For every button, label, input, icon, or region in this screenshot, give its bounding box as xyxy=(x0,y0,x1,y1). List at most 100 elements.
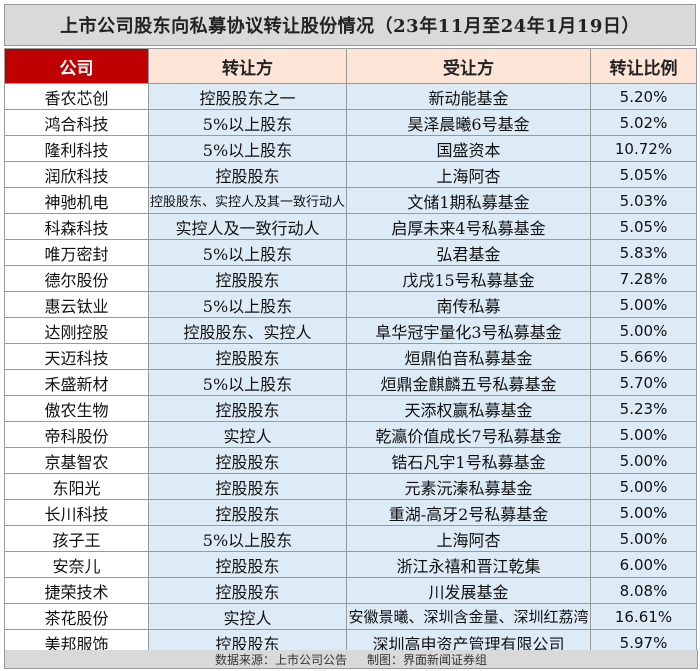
cell-transferor: 控股股东 xyxy=(148,343,347,370)
cell-transferor: 实控人 xyxy=(148,421,347,448)
table-row: 达刚控股 控股股东、实控人 阜华冠宇量化3号私募基金 5.00% xyxy=(4,317,697,344)
cell-ratio: 5.00% xyxy=(590,525,697,552)
table-row: 德尔股份 控股股东 戊戌15号私募基金 7.28% xyxy=(4,265,697,292)
cell-transferor: 控股股东 xyxy=(148,473,347,500)
cell-ratio: 7.28% xyxy=(590,265,697,292)
header-ratio: 转让比例 xyxy=(590,48,697,84)
cell-transferor: 控股股东、实控人 xyxy=(148,317,347,344)
cell-company: 科森科技 xyxy=(4,213,149,240)
cell-ratio: 5.03% xyxy=(590,187,697,214)
cell-ratio: 16.61% xyxy=(590,603,697,630)
cell-transferee: 元素沅溱私募基金 xyxy=(346,473,591,500)
transfer-table: 公司 转让方 受让方 转让比例 香农芯创 控股股东之一 新动能基金 5.20% 鸿合科技… xyxy=(4,48,697,656)
header-company: 公司 xyxy=(4,48,149,84)
cell-transferee: 重湖-高牙2号私募基金 xyxy=(346,499,591,526)
cell-transferee: 南传私募 xyxy=(346,291,591,318)
cell-company: 孩子王 xyxy=(4,525,149,552)
table-row: 东阳光 控股股东 元素沅溱私募基金 5.00% xyxy=(4,473,697,500)
footer: 数据来源：上市公司公告 制图：界面新闻证券组 xyxy=(4,650,698,669)
cell-transferee: 戊戌15号私募基金 xyxy=(346,265,591,292)
table-row: 天迈科技 控股股东 烜鼎伯音私募基金 5.66% xyxy=(4,343,697,370)
cell-company: 安奈儿 xyxy=(4,551,149,578)
cell-ratio: 8.08% xyxy=(590,577,697,604)
cell-transferee: 乾瀛价值成长7号私募基金 xyxy=(346,421,591,448)
cell-transferor: 实控人及一致行动人 xyxy=(148,213,347,240)
cell-company: 茶花股份 xyxy=(4,603,149,630)
cell-transferee: 烜鼎伯音私募基金 xyxy=(346,343,591,370)
cell-company: 京基智农 xyxy=(4,447,149,474)
cell-ratio: 5.00% xyxy=(590,447,697,474)
cell-company: 惠云钛业 xyxy=(4,291,149,318)
cell-ratio: 5.00% xyxy=(590,317,697,344)
cell-ratio: 5.83% xyxy=(590,239,697,266)
cell-transferor: 控股股东 xyxy=(148,551,347,578)
cell-company: 帝科股份 xyxy=(4,421,149,448)
cell-company: 鸿合科技 xyxy=(4,109,149,136)
table-row: 神驰机电 控股股东、实控人及其一致行动人 文储1期私募基金 5.03% xyxy=(4,187,697,214)
cell-company: 傲农生物 xyxy=(4,395,149,422)
cell-transferor: 控股股东 xyxy=(148,577,347,604)
table-row: 禾盛新材 5%以上股东 烜鼎金麒麟五号私募基金 5.70% xyxy=(4,369,697,396)
cell-transferor: 控股股东 xyxy=(148,161,347,188)
cell-transferor: 5%以上股东 xyxy=(148,239,347,266)
cell-ratio: 10.72% xyxy=(590,135,697,162)
cell-transferee: 昊泽晨曦6号基金 xyxy=(346,109,591,136)
cell-ratio: 5.00% xyxy=(590,291,697,318)
table-row: 傲农生物 控股股东 天添权赢私募基金 5.23% xyxy=(4,395,697,422)
cell-ratio: 5.00% xyxy=(590,421,697,448)
table-row: 润欣科技 控股股东 上海阿杏 5.05% xyxy=(4,161,697,188)
table-row: 孩子王 5%以上股东 上海阿杏 5.00% xyxy=(4,525,697,552)
cell-company: 东阳光 xyxy=(4,473,149,500)
table-row: 香农芯创 控股股东之一 新动能基金 5.20% xyxy=(4,83,697,110)
cell-transferor: 控股股东 xyxy=(148,499,347,526)
cell-transferee: 锆石凡宇1号私募基金 xyxy=(346,447,591,474)
cell-transferee: 烜鼎金麒麟五号私募基金 xyxy=(346,369,591,396)
cell-transferor: 控股股东 xyxy=(148,265,347,292)
cell-transferor: 5%以上股东 xyxy=(148,525,347,552)
table-row: 惠云钛业 5%以上股东 南传私募 5.00% xyxy=(4,291,697,318)
cell-transferee: 阜华冠宇量化3号私募基金 xyxy=(346,317,591,344)
cell-ratio: 5.66% xyxy=(590,343,697,370)
table-row: 科森科技 实控人及一致行动人 启厚未来4号私募基金 5.05% xyxy=(4,213,697,240)
cell-company: 达刚控股 xyxy=(4,317,149,344)
header-transferee: 受让方 xyxy=(346,48,591,84)
table-row: 帝科股份 实控人 乾瀛价值成长7号私募基金 5.00% xyxy=(4,421,697,448)
cell-transferee: 新动能基金 xyxy=(346,83,591,110)
cell-transferor: 控股股东 xyxy=(148,447,347,474)
cell-company: 润欣科技 xyxy=(4,161,149,188)
source-note: 数据来源：上市公司公告 xyxy=(214,652,347,667)
cell-ratio: 5.20% xyxy=(590,83,697,110)
cell-company: 神驰机电 xyxy=(4,187,149,214)
cell-ratio: 5.00% xyxy=(590,499,697,526)
cell-transferee: 文储1期私募基金 xyxy=(346,187,591,214)
cell-company: 唯万密封 xyxy=(4,239,149,266)
cell-transferee: 川发展基金 xyxy=(346,577,591,604)
cell-ratio: 5.05% xyxy=(590,161,697,188)
header-row: 公司 转让方 受让方 转让比例 xyxy=(4,48,697,84)
cell-transferee: 安徽景曦、深圳含金量、深圳红荔湾 xyxy=(346,603,591,630)
table-row: 唯万密封 5%以上股东 弘君基金 5.83% xyxy=(4,239,697,266)
cell-company: 隆利科技 xyxy=(4,135,149,162)
cell-company: 天迈科技 xyxy=(4,343,149,370)
table-row: 长川科技 控股股东 重湖-高牙2号私募基金 5.00% xyxy=(4,499,697,526)
cell-transferor: 实控人 xyxy=(148,603,347,630)
cell-transferee: 浙江永禧和晋江乾集 xyxy=(346,551,591,578)
cell-company: 长川科技 xyxy=(4,499,149,526)
cell-transferor: 5%以上股东 xyxy=(148,369,347,396)
cell-transferee: 天添权赢私募基金 xyxy=(346,395,591,422)
cell-transferee: 国盛资本 xyxy=(346,135,591,162)
cell-company: 德尔股份 xyxy=(4,265,149,292)
cell-transferor: 5%以上股东 xyxy=(148,109,347,136)
cell-company: 香农芯创 xyxy=(4,83,149,110)
cell-ratio: 5.05% xyxy=(590,213,697,240)
cell-ratio: 5.02% xyxy=(590,109,697,136)
table-row: 安奈儿 控股股东 浙江永禧和晋江乾集 6.00% xyxy=(4,551,697,578)
cell-ratio: 5.00% xyxy=(590,473,697,500)
cell-company: 禾盛新材 xyxy=(4,369,149,396)
cell-transferee: 弘君基金 xyxy=(346,239,591,266)
table-row: 京基智农 控股股东 锆石凡宇1号私募基金 5.00% xyxy=(4,447,697,474)
cell-transferee: 上海阿杏 xyxy=(346,525,591,552)
cell-transferor: 控股股东之一 xyxy=(148,83,347,110)
cell-transferee: 上海阿杏 xyxy=(346,161,591,188)
